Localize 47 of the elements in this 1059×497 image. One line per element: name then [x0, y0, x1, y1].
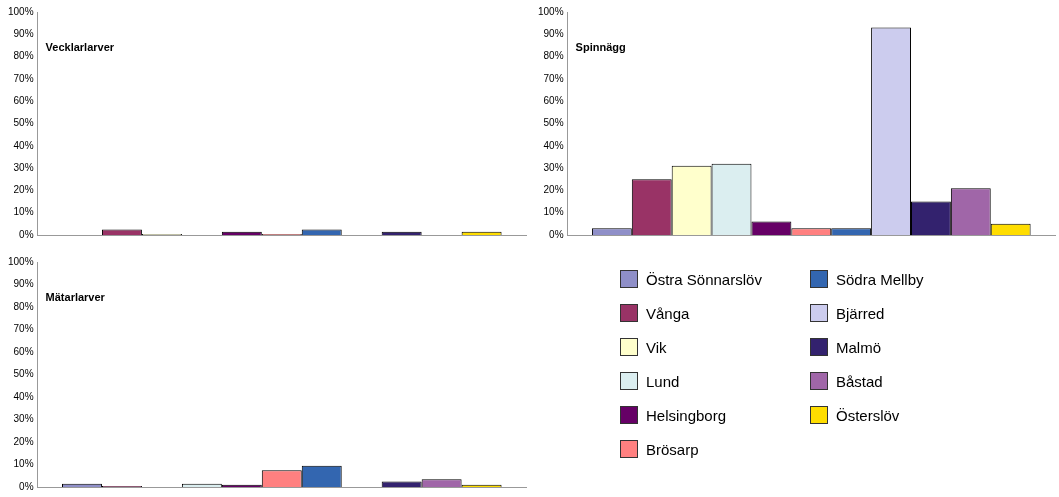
legend-label: Helsingborg [646, 406, 727, 424]
y-tick-label: 70% [543, 72, 564, 84]
y-tick-label: 20% [13, 184, 34, 196]
y-tick-label: 100% [8, 255, 34, 267]
y-tick-label: 60% [13, 94, 34, 106]
y-tick-label: 100% [538, 5, 564, 17]
legend-label: Brösarp [646, 440, 699, 458]
y-tick-label: 40% [13, 139, 34, 151]
text: Vecklarlarver [45, 40, 115, 53]
y-tick-label: 70% [13, 72, 34, 84]
y-tick-label: 60% [13, 345, 34, 357]
y-tick-label: 80% [543, 50, 564, 62]
y-tick-label: 50% [543, 117, 564, 129]
legend-label: Österslöv [836, 406, 900, 424]
legend-label: Vik [646, 338, 667, 356]
y-tick-label: 20% [543, 184, 564, 196]
y-tick-label: 30% [13, 413, 34, 425]
y-tick-label: 50% [13, 117, 34, 129]
y-tick-label: 30% [543, 161, 564, 173]
y-tick-label: 10% [13, 206, 34, 218]
y-tick-label: 0% [549, 228, 564, 240]
legend-label: Östra Sönnarslöv [646, 270, 762, 288]
y-tick-label: 40% [13, 390, 34, 402]
text: Mätarlarver [45, 290, 106, 303]
legend-label: Båstad [836, 372, 883, 390]
y-tick-label: 0% [19, 480, 34, 492]
y-tick-label: 90% [543, 28, 564, 40]
y-tick-label: 90% [13, 278, 34, 290]
y-tick-label: 20% [13, 435, 34, 447]
y-tick-label: 50% [13, 368, 34, 380]
y-tick-label: 90% [13, 28, 34, 40]
legend-label: Lund [646, 372, 680, 390]
y-tick-label: 10% [543, 206, 564, 218]
y-tick-label: 60% [543, 94, 564, 106]
legend-label: Bjärred [836, 304, 885, 322]
y-tick-label: 80% [13, 50, 34, 62]
legend-label: Malmö [836, 338, 882, 356]
y-tick-label: 0% [19, 228, 34, 240]
text: Spinnägg [575, 40, 626, 53]
y-tick-label: 80% [13, 300, 34, 312]
legend-label: Södra Mellby [836, 270, 924, 288]
y-tick-label: 30% [13, 161, 34, 173]
y-tick-label: 40% [543, 139, 564, 151]
legend-label: Vånga [646, 304, 690, 322]
y-tick-label: 10% [13, 458, 34, 470]
y-tick-label: 100% [8, 5, 34, 17]
y-tick-label: 70% [13, 323, 34, 335]
